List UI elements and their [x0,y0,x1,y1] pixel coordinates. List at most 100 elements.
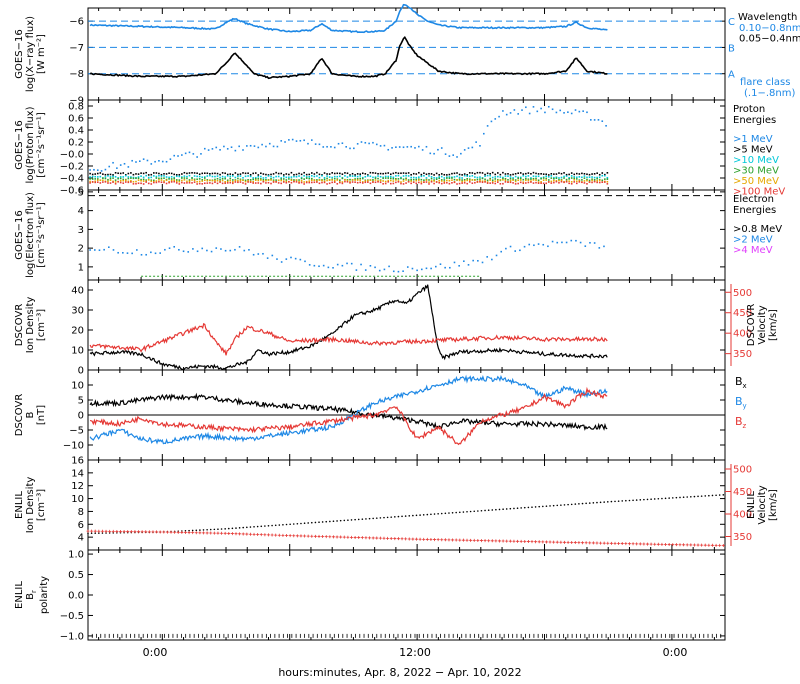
series-mark [160,177,163,180]
series-mark [598,173,601,176]
series-mark [330,146,332,148]
series-mark [462,511,465,513]
series-mark [639,499,642,501]
series-mark [192,248,194,250]
series-mark [433,180,435,182]
series-mark [584,245,587,247]
series-mark [570,112,573,115]
series-mark [272,181,275,183]
series-mark [479,171,481,174]
series-mark [215,146,218,149]
series-mark [475,141,477,143]
series-mark [599,501,602,504]
series-mark [202,531,206,535]
series-mark [519,249,521,252]
series-proton-5 [89,180,609,185]
flare-level-label: B [728,43,735,54]
series-mark [349,147,351,150]
series-mark [153,172,155,174]
series-mark [551,108,554,111]
series-mark [90,529,94,533]
series-mark [336,179,339,181]
series-mark [109,176,112,178]
series-mark [277,182,280,184]
series-mark [224,172,226,175]
legend-title: Proton [733,104,765,115]
series-mark [285,179,288,181]
series-mark [628,499,631,502]
series-mark [512,539,516,543]
series-mark [505,539,509,543]
series-mark [163,177,165,179]
series-mark [498,539,502,543]
series-mark [173,180,176,183]
series-mark [578,173,581,175]
series-mark [323,178,326,181]
series-mark [589,241,591,244]
series-mark [270,182,272,185]
series-mark [294,257,297,260]
series-mark [336,520,338,522]
series-mark [252,253,255,256]
series-mark [426,513,429,516]
series-mark [502,176,504,179]
series-mark [112,161,114,164]
series-mark [436,538,440,542]
series-mark [212,531,216,535]
series-mark [700,543,704,547]
series-mark [451,177,453,179]
series-mark [456,179,458,181]
series-mark [361,177,364,180]
series-mark [715,494,717,497]
series-mark [504,175,507,177]
series-mark [196,250,199,253]
series-mark [553,177,555,180]
series-mark [304,260,306,263]
series-mark [425,177,428,179]
series-mark [191,172,193,174]
series-mark [131,159,133,162]
series-mark [402,270,404,272]
series-mark [678,543,682,547]
series-mark [140,530,144,534]
series-mark [440,180,443,182]
y2-axis-label-line: [km/s] [768,489,779,521]
series-mark [274,533,278,537]
series-mark [117,251,119,254]
series-mark [100,170,103,172]
series-mark [122,172,125,174]
series-mark [468,181,471,183]
series-mark [187,251,190,253]
series-mark [359,181,362,184]
series-mark [135,182,137,185]
series-mark [532,106,535,108]
series-mark [446,176,448,178]
series-mark [178,173,181,176]
series-mark [282,174,285,176]
series-mark [155,181,158,184]
y-axis-label-line: GOES−16 [14,120,25,169]
series-mark [260,172,262,175]
series-mark [86,529,90,533]
series-mark [420,181,423,183]
y-tick-label: 2 [78,244,84,255]
series-mark [430,180,433,183]
series-mark [433,177,435,179]
series-mark [89,176,91,178]
series-mark [102,173,104,175]
series-proton-3 [89,177,609,182]
series-mark [668,497,670,499]
series-mark [682,496,685,499]
series-mark [298,172,300,175]
series-mark [512,179,514,181]
series-mark [433,538,437,542]
series-mark [169,530,173,534]
series-mark [448,177,451,180]
series-mark [410,173,412,176]
series-mark [127,172,130,175]
series-mark [461,177,463,179]
series-mark [265,173,267,176]
series-mark [165,176,168,178]
series-mark [104,177,107,180]
series-mark [532,177,535,180]
